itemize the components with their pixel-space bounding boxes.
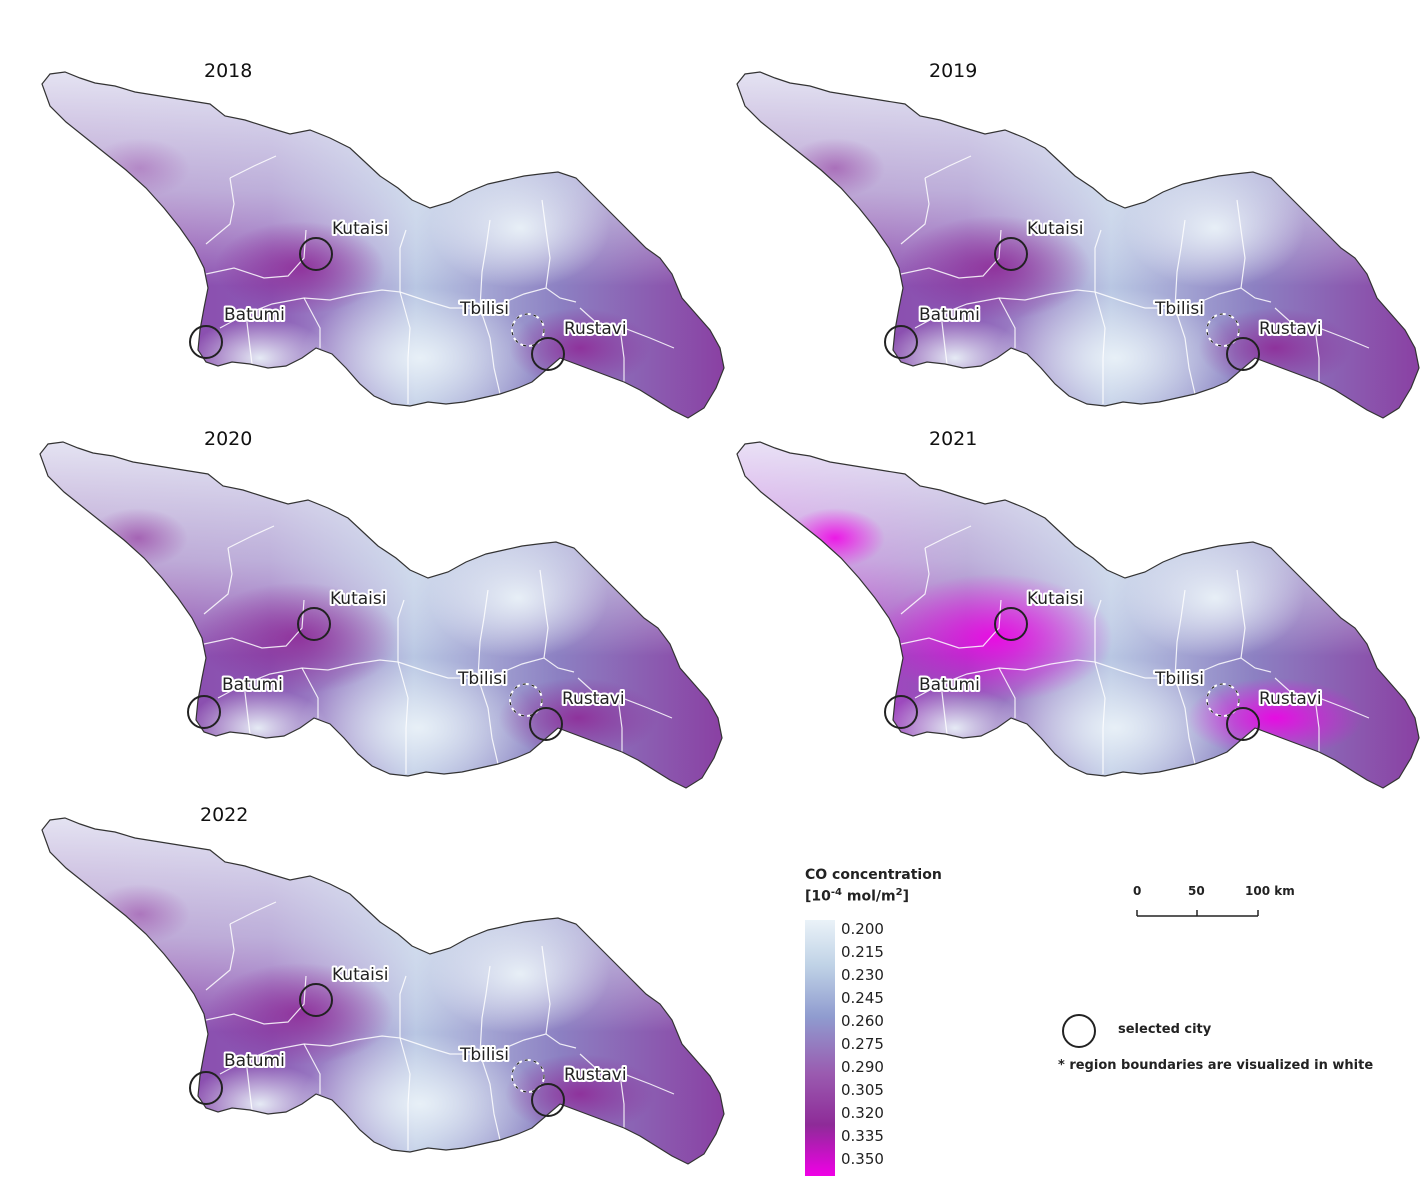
concentration-surface [42,818,724,1164]
region-boundaries [205,155,675,404]
legend-tick: 0.245 [841,989,884,1007]
map-panel-2019: 2019 Kutaisi Batumi Tbilisi Rustavi [715,58,1420,428]
year-label: 2022 [200,804,249,826]
city-label-batumi: Batumi [919,675,980,695]
legend-title: CO concentration [10-4 mol/m2] [805,867,942,905]
city-marker-tbilisi-outline [509,683,543,717]
city-marker-batumi [884,325,918,359]
city-label-rustavi: Rustavi [564,1065,627,1085]
concentration-surface [42,72,724,418]
city-marker-rustavi [529,707,563,741]
city-marker-rustavi [1226,707,1260,741]
map-panel-2020: 2020 Kutaisi Batumi Tbilisi Rustavi [18,428,723,798]
city-label-batumi: Batumi [222,675,283,695]
year-label: 2021 [929,428,978,450]
country-border [41,817,725,1165]
city-marker-kutaisi [297,607,331,641]
circle-icon [1062,1014,1096,1048]
key-text: selected city [1118,1022,1212,1037]
city-label-batumi: Batumi [919,305,980,325]
map-panel-2018: 2018 Kutaisi Batumi Tbilisi Rustavi [20,58,725,428]
legend-tick: 0.230 [841,966,884,984]
country-map: Kutaisi Batumi Tbilisi Rustavi [736,441,1420,789]
city-marker-rustavi [1226,337,1260,371]
legend-tick: 0.260 [841,1012,884,1030]
city-label-kutaisi: Kutaisi [1027,219,1083,239]
scale-label: 0 [1133,884,1142,898]
city-marker-batumi [884,695,918,729]
city-marker-batumi [189,325,223,359]
scale-bar: 0 50 100 km [1125,884,1315,934]
legend-tick: 0.305 [841,1081,884,1099]
city-label-kutaisi: Kutaisi [332,965,388,985]
region-boundaries [900,155,1370,404]
region-boundaries [203,525,673,774]
city-label-rustavi: Rustavi [1259,689,1322,709]
city-label-batumi: Batumi [224,1051,285,1071]
legend-tick: 0.200 [841,920,884,938]
city-label-kutaisi: Kutaisi [1027,589,1083,609]
city-label-tbilisi: Tbilisi [459,299,509,319]
region-boundaries [205,901,675,1150]
concentration-surface [40,442,722,788]
year-label: 2020 [204,428,253,450]
country-map: Kutaisi Batumi Tbilisi Rustavi [41,817,725,1165]
concentration-surface [737,72,1419,418]
city-label-rustavi: Rustavi [562,689,625,709]
city-label-kutaisi: Kutaisi [330,589,386,609]
city-label-tbilisi: Tbilisi [457,669,507,689]
city-marker-kutaisi [994,607,1028,641]
city-label-rustavi: Rustavi [564,319,627,339]
city-marker-kutaisi [299,237,333,271]
city-label-tbilisi: Tbilisi [459,1045,509,1065]
country-map: Kutaisi Batumi Tbilisi Rustavi [736,71,1420,419]
city-label-kutaisi: Kutaisi [332,219,388,239]
city-marker-tbilisi-outline [511,313,545,347]
city-marker-tbilisi-outline [1206,313,1240,347]
city-marker-rustavi [531,1083,565,1117]
city-marker-tbilisi-outline [511,1059,545,1093]
legend-tick: 0.335 [841,1127,884,1145]
city-label-tbilisi: Tbilisi [1154,299,1204,319]
city-marker-tbilisi-outline [1206,683,1240,717]
scale-label: 100 km [1245,884,1295,898]
legend-color-bar [805,920,835,1176]
country-border [39,441,723,789]
map-panel-2021: 2021 Kutaisi Batumi Tbilisi Rustavi [715,428,1420,798]
city-label-tbilisi: Tbilisi [1154,669,1204,689]
scale-line [1136,910,1259,917]
country-border [736,441,1420,789]
city-marker-batumi [189,1071,223,1105]
country-border [736,71,1420,419]
city-label-batumi: Batumi [224,305,285,325]
legend-tick: 0.290 [841,1058,884,1076]
color-legend: CO concentration [10-4 mol/m2] 0.200 0.2… [805,866,1005,1176]
city-marker-batumi [187,695,221,729]
scale-label: 50 [1188,884,1205,898]
legend-tick: 0.350 [841,1150,884,1168]
city-label-rustavi: Rustavi [1259,319,1322,339]
boundary-note: * region boundaries are visualized in wh… [1058,1058,1374,1073]
country-map: Kutaisi Batumi Tbilisi Rustavi [39,441,723,789]
city-marker-kutaisi [994,237,1028,271]
country-map: Kutaisi Batumi Tbilisi Rustavi [41,71,725,419]
city-marker-kutaisi [299,983,333,1017]
legend-ticks: 0.200 0.215 0.230 0.245 0.260 0.275 0.29… [841,918,884,1171]
region-boundaries [900,525,1370,774]
concentration-surface [737,442,1419,788]
year-label: 2019 [929,60,978,82]
legend-tick: 0.275 [841,1035,884,1053]
legend-tick: 0.320 [841,1104,884,1122]
year-label: 2018 [204,60,253,82]
legend-tick: 0.215 [841,943,884,961]
city-marker-rustavi [531,337,565,371]
country-border [41,71,725,419]
map-panel-2022: 2022 Kutaisi Batumi Tbilisi Rustavi [20,804,725,1174]
